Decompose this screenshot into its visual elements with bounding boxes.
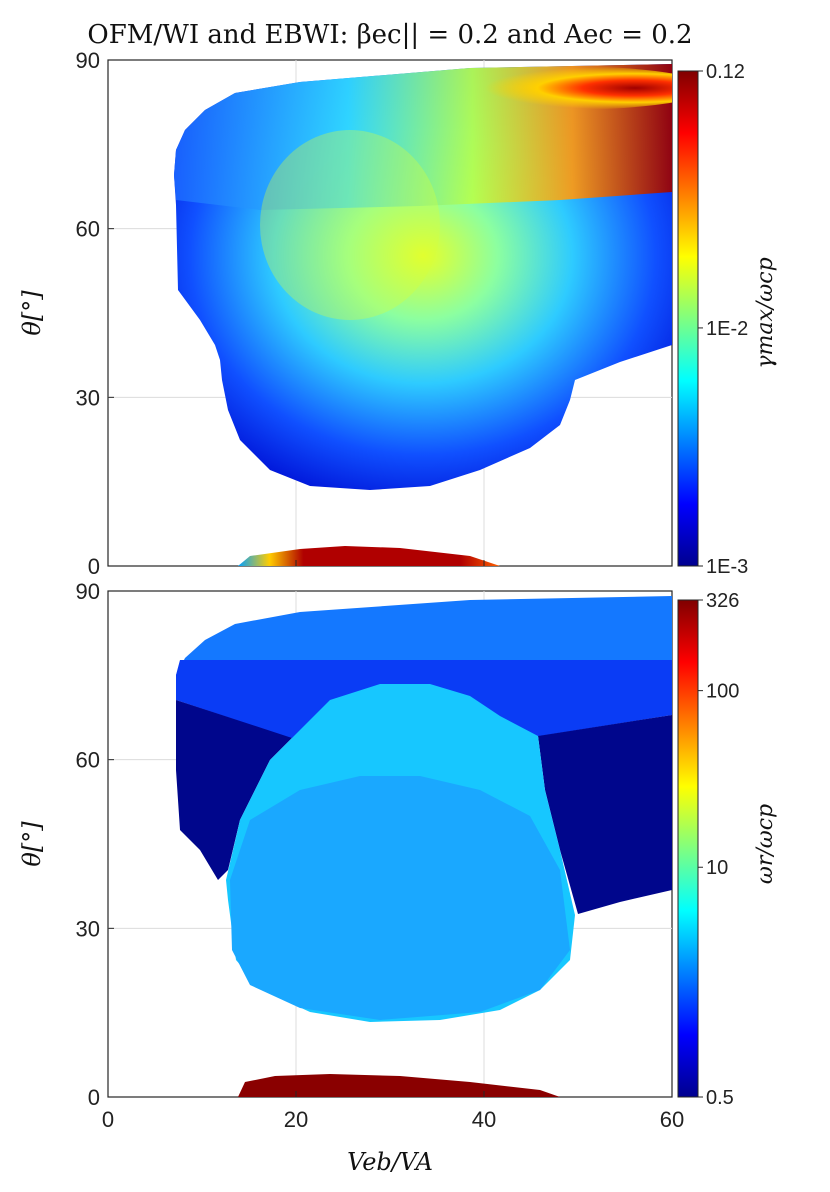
bottom-colorbar-tick-label-1: 100	[706, 681, 739, 703]
bottom-y-tick-label-0: 0	[88, 1085, 100, 1110]
bottom-colorbar-ticks: 326 100 10 0.5	[698, 590, 739, 1109]
bottom-y-tick-label-3: 90	[76, 579, 100, 604]
top-hot-spot	[410, 66, 672, 110]
top-center-highlight	[260, 130, 440, 320]
bottom-region-central-inner	[230, 776, 570, 1020]
bottom-region-left-lobe	[176, 700, 292, 880]
bottom-x-axis: 0 20 40 60	[102, 1091, 684, 1132]
bottom-y-tick-label-2: 60	[76, 748, 100, 773]
top-y-axis: 0 30 60 90	[76, 48, 673, 579]
top-y-tick-label-0: 0	[88, 554, 100, 579]
bottom-x-tick-label-0: 0	[102, 1107, 114, 1132]
top-colorbar-tick-label-1: 1E-2	[706, 318, 748, 340]
bottom-x-tick-label-1: 20	[284, 1107, 308, 1132]
top-colorbar-label: γmax/ωcp	[753, 257, 778, 368]
top-colorbar-tick-label-2: 1E-3	[706, 556, 748, 578]
top-colorbar-ticks: 0.12 1E-2 1E-3	[698, 61, 748, 578]
bottom-y-axis: 0 30 60 90	[76, 579, 114, 1110]
bottom-colorbar	[677, 599, 699, 1098]
bottom-colorbar-tick-label-3: 0.5	[706, 1087, 734, 1109]
bottom-colorbar-label: ωr/ωcp	[753, 804, 778, 884]
figure-title: OFM/WI and EBWI: βec|| = 0.2 and Aec = 0…	[87, 20, 692, 50]
bottom-colorbar-tick-label-2: 10	[706, 857, 728, 879]
top-y-tick-label-2: 60	[76, 217, 100, 242]
top-y-tick-label-3: 90	[76, 48, 100, 73]
top-colorbar	[677, 70, 699, 567]
bottom-x-tick-label-2: 40	[472, 1107, 496, 1132]
bottom-region-right-lobe	[538, 715, 672, 914]
bottom-x-tick-label-3: 60	[660, 1107, 684, 1132]
bottom-region-low-angle-band	[238, 1074, 560, 1097]
bottom-heatmap	[176, 596, 672, 1097]
x-axis-label: Veb/VA	[347, 1148, 433, 1176]
top-y-tick-label-1: 30	[76, 385, 100, 410]
bottom-y-tick-label-1: 30	[76, 916, 100, 941]
top-y-label: θ[°]	[18, 290, 46, 336]
bottom-colorbar-tick-label-0: 326	[706, 590, 739, 612]
top-colorbar-tick-label-0: 0.12	[706, 61, 745, 83]
bottom-y-label: θ[°]	[18, 821, 46, 867]
top-heatmap	[174, 64, 672, 566]
top-region-lower-band	[238, 546, 500, 566]
top-panel: 0 30 60 90 θ[°] 0.12 1E-2 1E-3 γmax/ωcp	[18, 48, 778, 579]
